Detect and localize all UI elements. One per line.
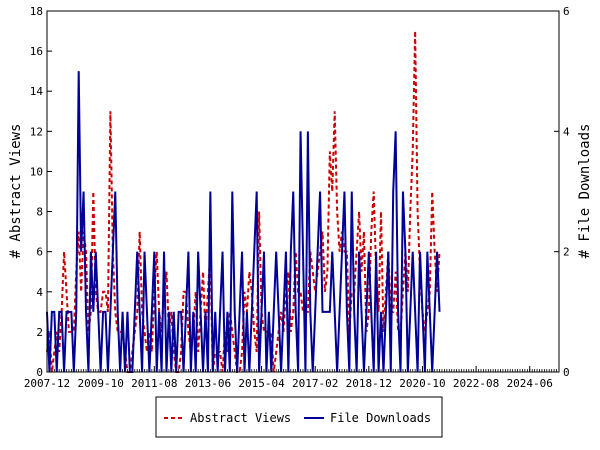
legend-label-file-downloads: File Downloads	[330, 411, 431, 425]
series-layer	[46, 31, 441, 373]
x-tick-label: 2017-02	[292, 377, 338, 390]
x-tick-label: 2011-08	[131, 377, 177, 390]
legend-label-abstract-views: Abstract Views	[190, 411, 291, 425]
left-y-tick-label: 4	[36, 286, 43, 299]
x-tick-label: 2022-08	[453, 377, 499, 390]
left-y-tick-label: 10	[30, 165, 43, 178]
x-tick-label: 2007-12	[24, 377, 70, 390]
left-y-tick-label: 14	[30, 85, 44, 98]
x-tick-label: 2018-12	[346, 377, 392, 390]
legend-box	[155, 396, 443, 438]
left-y-axis-title: # Abstract Views	[8, 124, 24, 259]
left-y-axis-ticks: 0 2 4 6 8 10 12 14 16 18	[30, 5, 52, 379]
right-y-tick-label: 4	[563, 125, 570, 138]
left-y-tick-label: 2	[36, 326, 43, 339]
x-tick-label: 2024-06	[507, 377, 553, 390]
x-axis-ticks: 2007-12 2009-10 2011-08 2013-06 2015-04 2017-…	[24, 366, 553, 390]
right-y-tick-label: 6	[563, 5, 570, 18]
x-tick-label: 2020-10	[399, 377, 445, 390]
x-tick-label: 2015-04	[238, 377, 285, 390]
right-y-axis-title: # File Downloads	[577, 124, 593, 259]
right-y-tick-label: 2	[563, 246, 570, 259]
left-y-tick-label: 12	[30, 125, 43, 138]
x-tick-label: 2013-06	[185, 377, 231, 390]
series-line-file-downloads	[46, 71, 441, 373]
x-tick-label: 2009-10	[77, 377, 123, 390]
left-y-tick-label: 16	[30, 45, 43, 58]
left-y-tick-label: 0	[36, 366, 43, 379]
left-y-tick-label: 18	[30, 5, 43, 18]
left-y-tick-label: 8	[36, 206, 43, 219]
plot-area-frame	[46, 10, 560, 373]
left-y-tick-label: 6	[36, 246, 43, 259]
legend: Abstract Views File Downloads	[155, 396, 443, 438]
right-y-tick-label: 0	[563, 366, 570, 379]
